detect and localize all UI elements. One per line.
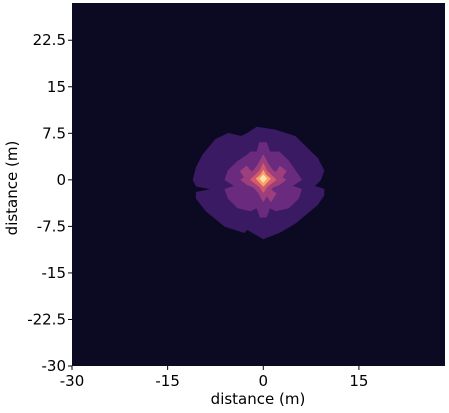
x-tick-label: 15: [349, 372, 368, 390]
x-tick-label: 0: [259, 372, 269, 390]
y-tick-label: 22.5: [33, 31, 66, 49]
y-tick-label: -15: [42, 264, 67, 282]
y-tick-label: -7.5: [37, 217, 66, 235]
x-axis: -30 -15 0 15: [60, 366, 369, 390]
y-axis: -30 -22.5 -15 -7.5 0 7.5 15 22.5: [27, 31, 72, 375]
y-tick-label: -30: [42, 357, 67, 375]
y-tick-label: 15: [47, 78, 66, 96]
y-axis-label: distance (m): [3, 141, 21, 236]
y-tick-label: 7.5: [42, 124, 66, 142]
x-axis-label: distance (m): [211, 390, 306, 408]
x-tick-label: -15: [155, 372, 180, 390]
y-tick-label: 0: [56, 171, 66, 189]
y-tick-label: -22.5: [27, 310, 66, 328]
